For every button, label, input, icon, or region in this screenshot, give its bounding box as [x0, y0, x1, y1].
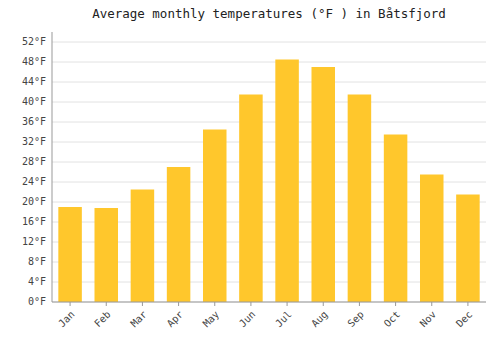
y-tick-label: 20°F	[22, 196, 46, 207]
y-tick-label: 48°F	[22, 56, 46, 67]
x-tick	[323, 302, 324, 306]
grid-line	[52, 142, 486, 143]
y-tick-label: 12°F	[22, 236, 46, 247]
y-tick-label: 32°F	[22, 136, 46, 147]
bar	[456, 195, 480, 303]
y-tick-label: 40°F	[22, 96, 46, 107]
x-tick-label: Jan	[56, 309, 77, 330]
bars	[58, 60, 479, 303]
x-tick-label: May	[201, 309, 222, 330]
y-axis: 0°F 4°F 8°F 12°F 16°F 20°F 24°F 28°F 32°F 36°F 40°…	[22, 32, 52, 307]
grid-line	[52, 302, 486, 303]
x-tick-label: Oct	[382, 309, 403, 330]
x-tick-label: Sep	[345, 309, 366, 330]
x-tick	[106, 302, 107, 306]
x-tick-label: Jun	[237, 309, 258, 330]
y-tick-label: 4°F	[28, 276, 46, 287]
page: {"chart_data": {"type": "bar", "title": …	[0, 0, 500, 350]
bar	[384, 135, 408, 303]
bar	[131, 190, 155, 303]
y-tick-label: 16°F	[22, 216, 46, 227]
x-tick	[467, 302, 468, 306]
x-tick	[142, 302, 143, 306]
grid-line	[52, 102, 486, 103]
x-tick-label: Feb	[92, 309, 113, 330]
bar	[275, 60, 299, 303]
x-axis: Jan Feb Mar Apr May Jun Jul Aug Sep Oct Nov Dec	[52, 302, 486, 329]
y-tick-label: 8°F	[28, 256, 46, 267]
x-axis-line	[52, 302, 486, 303]
y-tick-label: 24°F	[22, 176, 46, 187]
y-tick-label: 52°F	[22, 36, 46, 47]
title: Average monthly temperatures (°F ) in Bå…	[92, 6, 446, 21]
grid-line	[52, 122, 486, 123]
chart: 0°F 4°F 8°F 12°F 16°F 20°F 24°F 28°F 32°F 36°F 40°…	[0, 0, 500, 350]
x-tick-label: Dec	[454, 309, 475, 330]
bar	[58, 207, 82, 302]
x-tick	[214, 302, 215, 306]
x-tick-label: Apr	[165, 309, 186, 330]
grid	[52, 42, 486, 302]
x-tick	[395, 302, 396, 306]
x-tick-label: Jul	[273, 309, 294, 330]
grid-line	[52, 62, 486, 63]
grid-line	[52, 42, 486, 43]
x-tick-label: Nov	[418, 309, 439, 330]
bar	[348, 95, 372, 303]
bar	[167, 167, 191, 302]
x-tick-label: Mar	[128, 309, 149, 330]
y-axis-line	[52, 32, 53, 302]
y-tick-label: 36°F	[22, 116, 46, 127]
y-tick-label: 0°F	[28, 296, 46, 307]
x-tick	[70, 302, 71, 306]
bar	[94, 208, 118, 302]
x-tick-label: Aug	[309, 309, 330, 330]
x-tick	[178, 302, 179, 306]
x-tick	[431, 302, 432, 306]
y-tick-label: 44°F	[22, 76, 46, 87]
bar	[239, 95, 263, 303]
grid-line	[52, 82, 486, 83]
bar	[311, 67, 335, 302]
bar	[203, 130, 227, 303]
x-tick	[250, 302, 251, 306]
bar	[420, 175, 444, 303]
grid-line	[52, 162, 486, 163]
x-tick	[359, 302, 360, 306]
x-tick	[287, 302, 288, 306]
y-tick-label: 28°F	[22, 156, 46, 167]
